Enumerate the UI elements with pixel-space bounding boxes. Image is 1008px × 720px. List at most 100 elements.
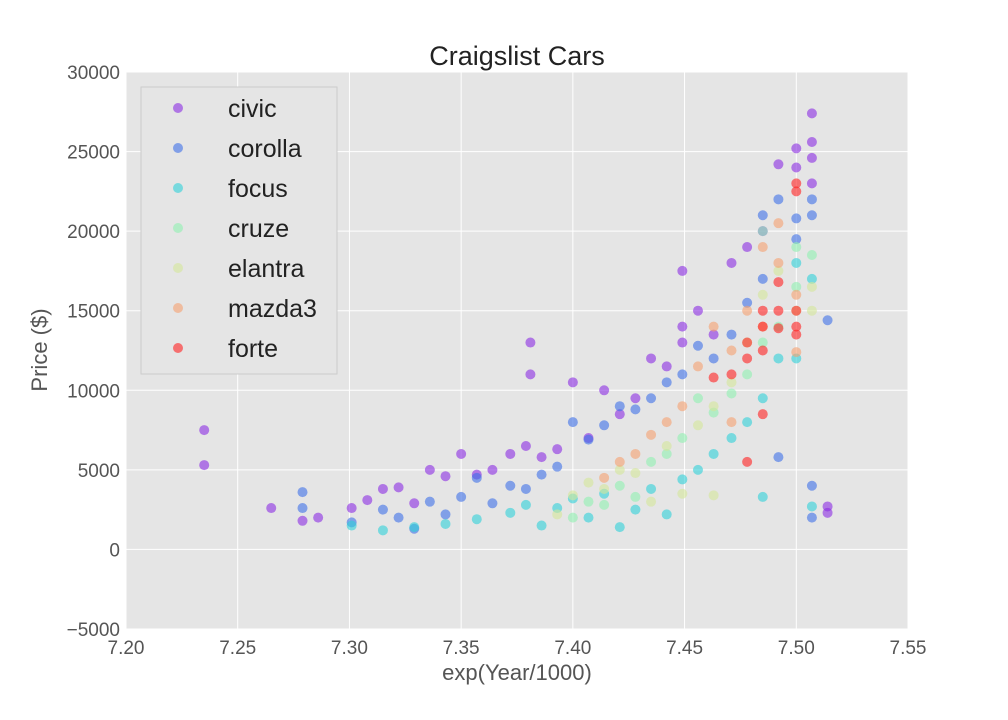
data-point-cruze bbox=[726, 388, 737, 399]
y-tick-label: −5000 bbox=[67, 620, 120, 641]
data-point-focus bbox=[536, 520, 547, 531]
data-point-corolla bbox=[471, 472, 482, 483]
y-tick-labels: −5000 0 5000 10000 15000 20000 25000 30000 bbox=[67, 63, 120, 641]
data-point-civic bbox=[661, 361, 672, 372]
data-point-forte bbox=[791, 186, 802, 197]
data-point-civic bbox=[614, 409, 625, 420]
data-point-corolla bbox=[757, 273, 768, 284]
data-point-corolla bbox=[456, 491, 467, 502]
legend-item-cruze: cruze bbox=[173, 215, 289, 243]
data-point-cruze bbox=[614, 480, 625, 491]
data-point-forte bbox=[791, 305, 802, 316]
data-point-focus bbox=[520, 499, 531, 510]
data-point-civic bbox=[677, 265, 688, 276]
data-point-corolla bbox=[773, 194, 784, 205]
data-point-focus bbox=[614, 522, 625, 533]
data-point-corolla bbox=[487, 498, 498, 509]
data-point-civic bbox=[677, 337, 688, 348]
data-point-mazda3 bbox=[791, 289, 802, 300]
series-cruze bbox=[567, 226, 817, 523]
data-point-forte bbox=[791, 329, 802, 340]
x-tick-label: 7.25 bbox=[219, 638, 256, 659]
data-point-corolla bbox=[773, 452, 784, 463]
x-tick-label: 7.50 bbox=[778, 638, 815, 659]
data-point-corolla bbox=[822, 315, 833, 326]
data-point-civic bbox=[266, 503, 277, 514]
data-point-focus bbox=[471, 514, 482, 525]
data-point-civic bbox=[791, 143, 802, 154]
data-point-elantra bbox=[806, 281, 817, 292]
data-point-elantra bbox=[661, 440, 672, 451]
data-point-civic bbox=[409, 498, 420, 509]
data-point-forte bbox=[773, 277, 784, 288]
data-point-civic bbox=[806, 137, 817, 148]
legend-label: cruze bbox=[228, 215, 289, 243]
x-tick-label: 7.45 bbox=[666, 638, 703, 659]
data-point-cruze bbox=[757, 226, 768, 237]
data-point-forte bbox=[757, 345, 768, 356]
data-point-civic bbox=[377, 483, 388, 494]
data-point-focus bbox=[409, 522, 420, 533]
data-point-focus bbox=[757, 393, 768, 404]
data-point-elantra bbox=[646, 496, 657, 507]
data-point-corolla bbox=[646, 393, 657, 404]
data-point-civic bbox=[806, 152, 817, 163]
legend: civic corolla focus cruze elantra mazda3 forte bbox=[140, 86, 338, 375]
data-point-civic bbox=[525, 337, 536, 348]
data-point-focus bbox=[726, 433, 737, 444]
data-point-cruze bbox=[742, 369, 753, 380]
data-point-focus bbox=[646, 483, 657, 494]
data-point-corolla bbox=[661, 377, 672, 388]
data-point-corolla bbox=[297, 487, 308, 498]
legend-label: elantra bbox=[228, 255, 305, 283]
data-point-civic bbox=[536, 452, 547, 463]
data-point-forte bbox=[773, 323, 784, 334]
data-point-mazda3 bbox=[757, 242, 768, 253]
data-point-corolla bbox=[424, 496, 435, 507]
data-point-civic bbox=[424, 464, 435, 475]
data-point-focus bbox=[773, 353, 784, 364]
data-point-forte bbox=[791, 178, 802, 189]
legend-label: civic bbox=[228, 95, 277, 123]
legend-label: focus bbox=[228, 175, 288, 203]
data-point-civic bbox=[313, 512, 324, 523]
data-point-elantra bbox=[806, 305, 817, 316]
data-point-forte bbox=[742, 337, 753, 348]
series-forte bbox=[708, 178, 802, 467]
data-point-corolla bbox=[806, 194, 817, 205]
x-tick-label: 7.30 bbox=[331, 638, 368, 659]
data-point-forte bbox=[773, 305, 784, 316]
data-point-civic bbox=[199, 425, 210, 436]
data-point-civic bbox=[599, 385, 610, 396]
legend-marker bbox=[173, 183, 183, 193]
data-point-elantra bbox=[630, 468, 641, 479]
data-point-forte bbox=[742, 456, 753, 467]
y-tick-label: 15000 bbox=[67, 302, 120, 323]
legend-marker bbox=[173, 263, 183, 273]
data-point-elantra bbox=[583, 477, 594, 488]
legend-marker bbox=[173, 343, 183, 353]
data-point-civic bbox=[297, 515, 308, 526]
data-point-civic bbox=[630, 393, 641, 404]
data-point-corolla bbox=[393, 512, 404, 523]
legend-label: mazda3 bbox=[228, 295, 317, 323]
data-point-forte bbox=[757, 409, 768, 420]
legend-item-mazda3: mazda3 bbox=[173, 295, 317, 323]
data-point-focus bbox=[692, 464, 703, 475]
data-point-mazda3 bbox=[630, 448, 641, 459]
data-point-cruze bbox=[599, 499, 610, 510]
data-point-civic bbox=[791, 162, 802, 173]
data-point-mazda3 bbox=[726, 345, 737, 356]
legend-box bbox=[140, 86, 338, 375]
data-point-corolla bbox=[440, 509, 451, 520]
x-tick-label: 7.55 bbox=[890, 638, 927, 659]
legend-label: corolla bbox=[228, 135, 302, 163]
data-point-corolla bbox=[791, 234, 802, 245]
data-point-civic bbox=[525, 369, 536, 380]
data-point-focus bbox=[806, 273, 817, 284]
data-point-elantra bbox=[614, 464, 625, 475]
x-axis-label: exp(Year/1000) bbox=[442, 660, 592, 685]
series-mazda3 bbox=[599, 218, 802, 483]
data-point-corolla bbox=[806, 480, 817, 491]
data-point-elantra bbox=[552, 509, 563, 520]
